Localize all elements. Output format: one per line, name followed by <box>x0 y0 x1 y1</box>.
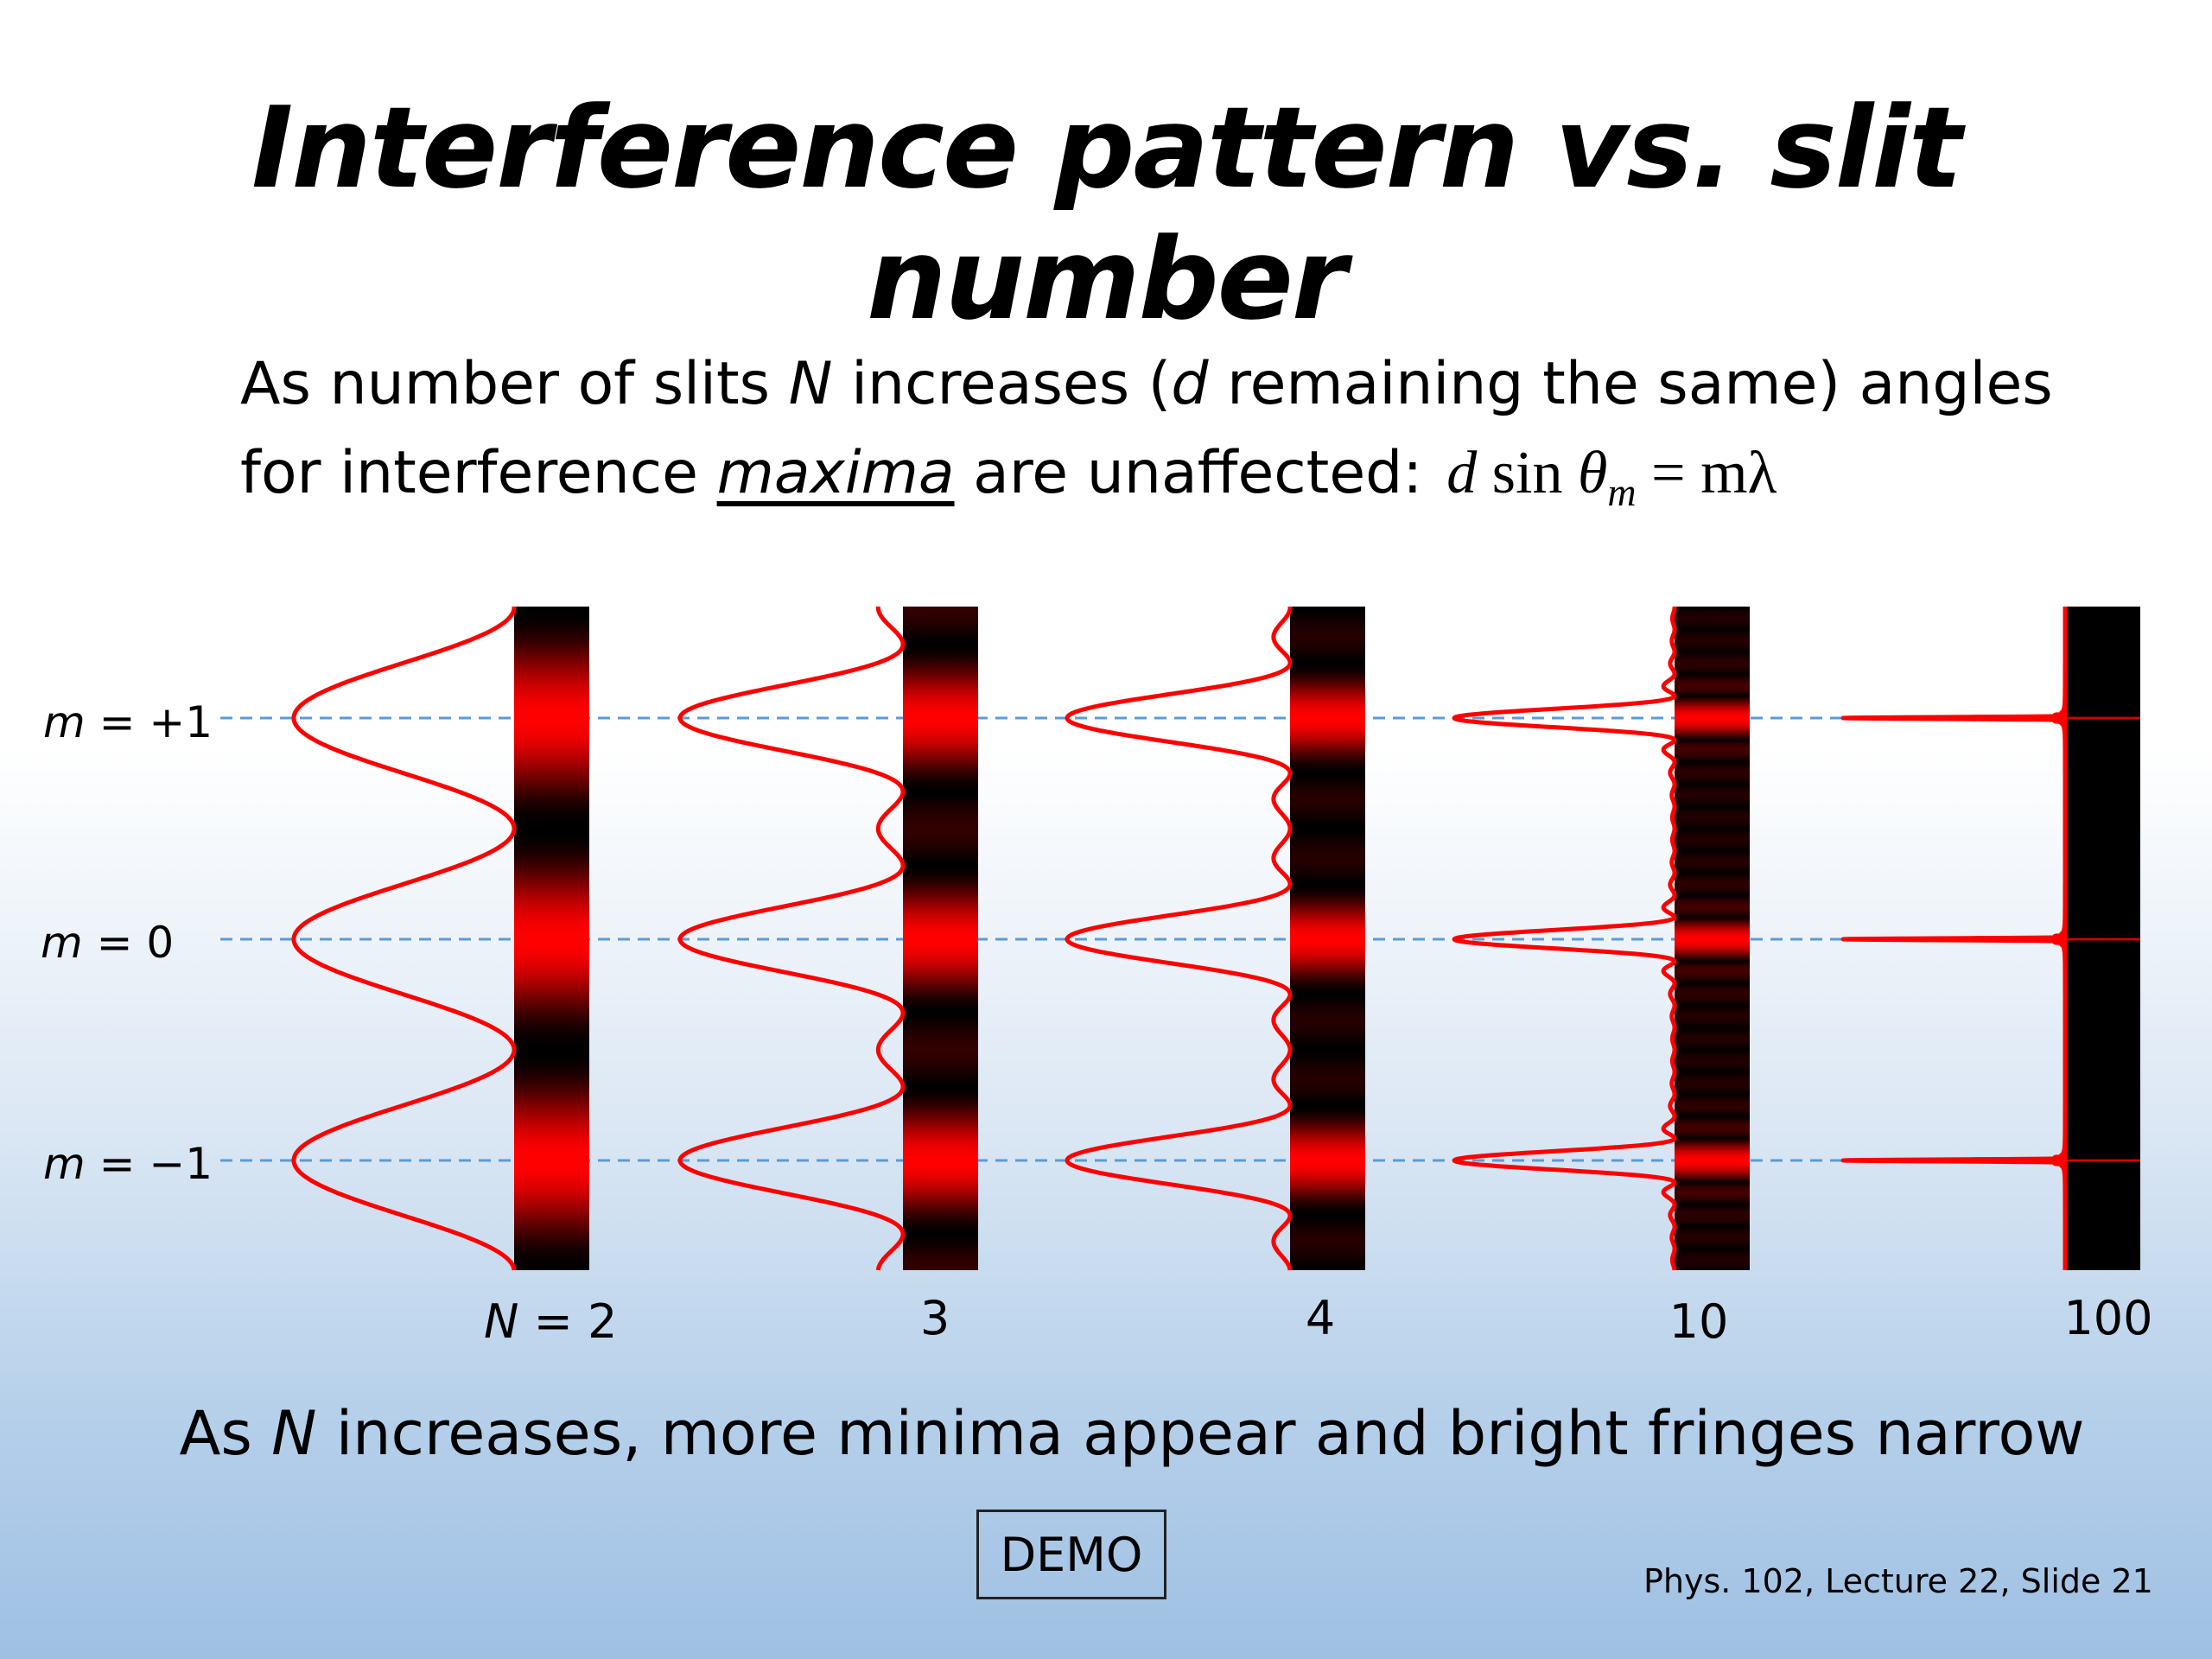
slide-footer: Phys. 102, Lecture 22, Slide 21 <box>1643 1562 2153 1600</box>
line2-text-b: are unaffected: <box>954 439 1423 507</box>
label-n-4: 4 <box>1306 1291 1335 1345</box>
line1-text-a: As number of slits <box>240 350 789 418</box>
line1-text-c: remaining the same) angles <box>1208 350 2053 418</box>
panel-n-2 <box>291 605 589 1272</box>
slide-title: Interference pattern vs. slit number <box>251 82 1962 345</box>
label-m-minus-1-var: m <box>43 1139 86 1189</box>
body-line-1: As number of slits N increases (d remain… <box>240 350 2053 418</box>
maxima-equation: d sin θm = mλ <box>1446 440 1777 514</box>
interference-figure: m = +1 m = 0 m = −1 N = 2 3 4 10 100 <box>41 604 2153 1349</box>
label-n-2: N = 2 <box>484 1294 617 1349</box>
eq-rhs: = mλ <box>1636 440 1777 506</box>
label-m-zero-var: m <box>41 918 83 968</box>
label-m-plus-1-value: = +1 <box>86 697 213 747</box>
fringe-strip-n-4 <box>1290 607 1365 1270</box>
eq-d: d <box>1446 440 1478 506</box>
body-line-2: for interference maxima are unaffected: d… <box>240 439 1777 515</box>
intensity-curve-n-2 <box>291 605 517 1272</box>
label-n-3: 3 <box>920 1291 950 1345</box>
label-n-2-value: = 2 <box>518 1294 617 1349</box>
label-m-minus-1-value: = −1 <box>86 1139 213 1189</box>
panel-n-3 <box>677 605 978 1272</box>
line2-text-a: for interference <box>240 439 717 507</box>
eq-sin: sin <box>1477 440 1578 506</box>
label-n-100: 100 <box>2063 1291 2152 1345</box>
demo-button[interactable]: DEMO <box>976 1510 1166 1599</box>
eq-sub-m: m <box>1607 470 1637 514</box>
fringe-strip-n-3 <box>903 607 978 1270</box>
line1-var-d: d <box>1171 350 1209 418</box>
conclusion-var-n: N <box>271 1398 317 1469</box>
label-m-minus-1: m = −1 <box>43 1139 213 1189</box>
label-m-zero: m = 0 <box>41 918 174 968</box>
eq-theta: θ <box>1577 440 1608 506</box>
intensity-curve-n-10 <box>1452 605 1677 1272</box>
intensity-curve-n-4 <box>1065 605 1293 1272</box>
fringe-strip-n-10 <box>1675 607 1750 1270</box>
panel-n-10 <box>1452 605 1750 1272</box>
panel-n-100 <box>1840 604 2140 1273</box>
label-m-plus-1: m = +1 <box>43 697 213 747</box>
conclusion-text: As N increases, more minima appear and b… <box>0 1398 2212 1469</box>
label-n-10: 10 <box>1669 1294 1729 1349</box>
interference-panels <box>291 604 2140 1273</box>
fringe-strip-n-100 <box>2065 607 2140 1270</box>
conclusion-text-b: increases, more minima appear and bright… <box>316 1398 2085 1469</box>
conclusion-text-a: As <box>179 1398 272 1469</box>
label-m-zero-value: = 0 <box>83 918 175 968</box>
intensity-curve-n-3 <box>677 605 906 1272</box>
line1-text-b: increases ( <box>832 350 1172 418</box>
fringe-strip-n-2 <box>514 607 589 1270</box>
label-m-plus-1-var: m <box>43 697 86 747</box>
panel-n-4 <box>1065 605 1365 1272</box>
intensity-curve-n-100 <box>1840 604 2068 1273</box>
line2-maxima: maxima <box>716 439 955 507</box>
line1-var-n: N <box>788 350 833 418</box>
label-n-var: N <box>484 1294 518 1349</box>
